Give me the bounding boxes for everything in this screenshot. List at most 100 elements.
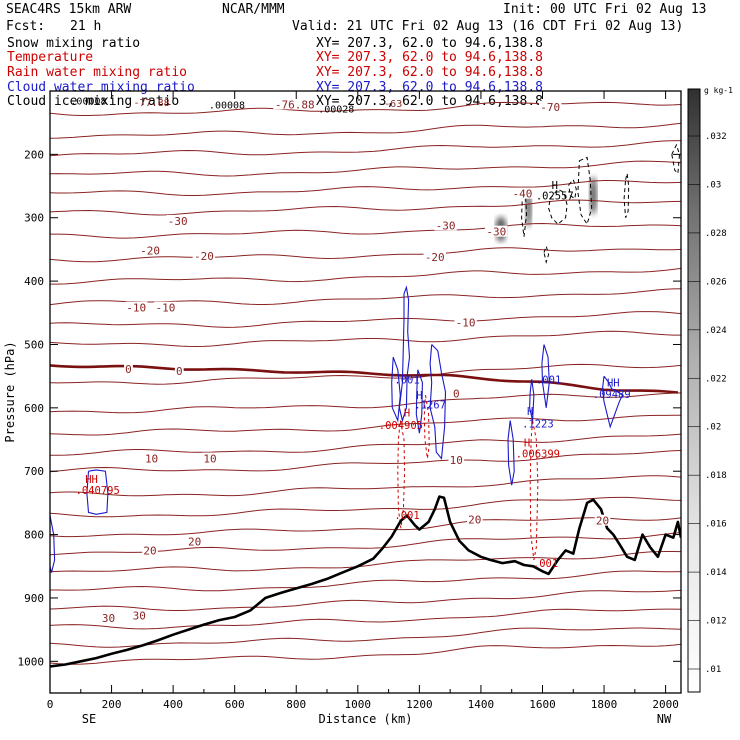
temperature-label-bg-17 — [186, 535, 203, 547]
temperature-label-12: 0 — [453, 387, 460, 400]
field-label-13: .09489 — [593, 389, 631, 401]
colorbar-label-5: .022 — [705, 374, 727, 384]
temperature-label-6: -20 — [425, 251, 445, 264]
legend-temperature-xy: XY= 207.3, 62.0 to 94.6,138.8 — [316, 50, 543, 65]
top-field-label-0: .00008 — [70, 97, 106, 108]
temperature-label-bg-1 — [485, 225, 508, 237]
isotherm-line-8 — [50, 267, 681, 285]
colorbar-unit: g kg-1 — [704, 86, 733, 95]
cloud-ice-contour-0 — [548, 188, 568, 225]
isotherm-line-3 — [50, 160, 681, 177]
x-tick-label-10: 2000 — [652, 698, 679, 711]
x-tick-label-5: 1000 — [345, 698, 372, 711]
colorbar-label-1: .03 — [705, 180, 721, 190]
cloud-water-contour-0 — [398, 285, 411, 423]
temperature-label-bg-21 — [131, 609, 148, 621]
cloud-ice-contour-3 — [623, 173, 630, 218]
isotherm-line-25 — [50, 627, 681, 648]
x-tick-label-4: 800 — [286, 698, 306, 711]
y-tick-label-0: 200 — [24, 148, 44, 161]
field-label-16: .001 — [394, 510, 419, 522]
colorbar-label-8: .016 — [705, 520, 727, 530]
colorbar-label-6: .02 — [705, 423, 721, 433]
temperature-label-bg-20 — [100, 612, 117, 624]
isotherm-line-24 — [50, 608, 681, 630]
temperature-label-bg-8 — [154, 301, 177, 313]
field-label-3: H — [416, 390, 422, 402]
colorbar-label-9: .014 — [705, 568, 727, 578]
temperature-label-5: -20 — [194, 250, 214, 263]
x-axis-title: Distance (km) — [319, 712, 413, 726]
temperature-label-bg-15 — [448, 453, 465, 465]
temperature-label-11: 0 — [176, 365, 183, 378]
cloud-ice-contour-6 — [671, 143, 681, 175]
field-label-10: H — [524, 438, 530, 450]
model-title: SEAC4RS 15km ARW — [6, 2, 132, 17]
field-label-12: HH — [607, 377, 620, 389]
temperature-label-8: -10 — [155, 302, 175, 315]
temperature-label-bg-7 — [124, 301, 148, 313]
snow-shade-1 — [525, 189, 532, 228]
rain-contour-0 — [397, 420, 406, 529]
x-tick-label-2: 400 — [163, 698, 183, 711]
x-tick-label-9: 1800 — [591, 698, 618, 711]
cloud-water-contour-8 — [86, 469, 109, 515]
forecast-label: Fcst: — [6, 19, 46, 34]
isotherm-line-2 — [50, 140, 681, 157]
temperature-label-4: -20 — [140, 245, 160, 258]
temperature-label-bg-4 — [138, 244, 162, 256]
isotherm-line-26 — [50, 643, 681, 665]
field-label-14: HH — [85, 474, 98, 486]
temperature-label-9: -10 — [456, 316, 476, 329]
zero-isotherm-line — [50, 364, 679, 394]
legend-snow-name: Snow mixing ratio — [7, 36, 141, 51]
temperature-label-13: 10 — [145, 453, 158, 466]
temperature-label-bg-14 — [202, 452, 218, 464]
cloud-water-contour-2 — [429, 344, 447, 460]
colorbar-label-0: .032 — [705, 132, 727, 142]
colorbar-label-7: .018 — [705, 471, 727, 481]
isotherm-line-16 — [50, 450, 681, 473]
field-label-8: H — [527, 406, 533, 418]
cloud-water-contour-6 — [507, 420, 515, 486]
isotherm-line-4 — [50, 180, 681, 196]
cloud-water-contour-5 — [529, 379, 535, 421]
legend-cloud-ice-xy: XY= 207.3, 62.0 to 94.6,138.8 — [316, 94, 543, 109]
temperature-label-bg-12 — [451, 387, 461, 399]
isotherm-line-14 — [50, 414, 681, 436]
legend-temperature-name: Temperature — [7, 50, 94, 65]
temperature-label-1: -30 — [486, 226, 506, 239]
init-time: Init: 00 UTC Fri 02 Aug 13 — [503, 2, 707, 17]
rain-contour-2 — [529, 420, 539, 560]
field-label-17: .001 — [533, 558, 558, 570]
top-field-label-4: .00028 — [318, 105, 354, 116]
rain-contour-1 — [423, 395, 430, 459]
colorbar-label-4: .024 — [705, 326, 727, 336]
legend-snow-xy: XY= 207.3, 62.0 to 94.6,138.8 — [316, 36, 543, 51]
temperature-label-10: 0 — [125, 363, 132, 376]
temperature-label-0: -40 — [513, 188, 533, 201]
top-field-label-3: -63 — [384, 99, 402, 110]
temperature-label-14: 10 — [203, 453, 216, 466]
temperature-label-23: -76.88 — [275, 98, 315, 111]
cloud-ice-contour-5 — [543, 244, 550, 264]
isotherm-line-23 — [50, 589, 681, 611]
field-label-5: H — [404, 407, 410, 419]
colorbar-label-10: .012 — [705, 617, 727, 627]
temperature-label-bg-13 — [143, 452, 160, 464]
isotherm-line-12 — [50, 363, 681, 385]
y-tick-label-4: 600 — [24, 402, 44, 415]
cloud-water-contour-4 — [541, 344, 550, 408]
isotherm-line-13 — [50, 392, 681, 414]
cloud-water-contour-9 — [50, 515, 56, 573]
top-field-label-1: -77.88 — [134, 98, 170, 109]
field-label-11: .006399 — [516, 448, 560, 460]
isotherm-line-21 — [50, 551, 681, 573]
y-tick-label-1: 300 — [24, 212, 44, 225]
temperature-label-bg-16 — [142, 544, 158, 556]
y-tick-label-6: 800 — [24, 529, 44, 542]
isotherm-line-1 — [50, 122, 681, 139]
isotherm-line-15 — [50, 433, 681, 456]
temperature-label-2: -30 — [436, 219, 456, 232]
